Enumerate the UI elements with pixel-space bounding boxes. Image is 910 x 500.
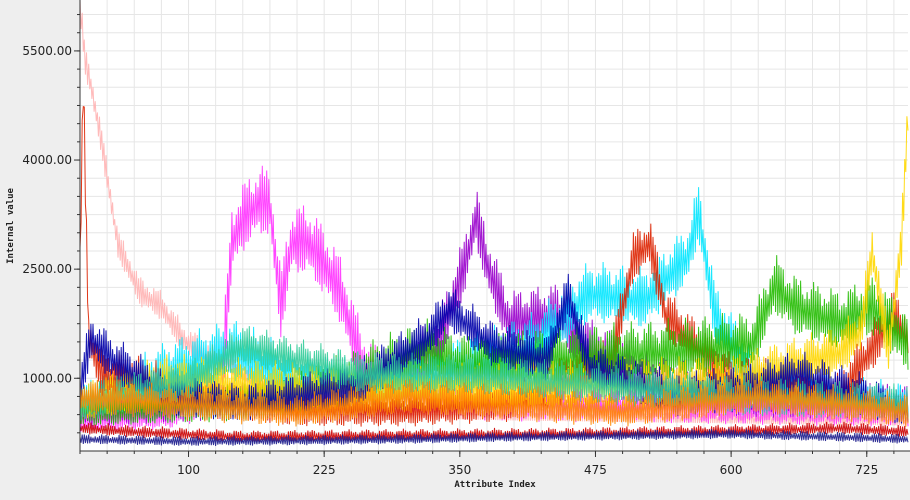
x-tick-label: 350 — [448, 463, 471, 477]
data-series-line — [79, 428, 909, 446]
x-axis-label: Attribute Index — [454, 479, 536, 490]
y-tick-label: 2500.00 — [22, 262, 72, 276]
data-series-line — [79, 379, 909, 427]
y-tick-label: 5500.00 — [22, 44, 72, 58]
y-tick-label: 1000.00 — [22, 371, 72, 385]
x-tick-label: 100 — [177, 463, 200, 477]
y-tick-label: 4000.00 — [22, 153, 72, 167]
x-tick-label: 725 — [855, 463, 878, 477]
x-ticks: 100 225 350 475 600 725 — [79, 451, 895, 477]
x-tick-label: 600 — [720, 463, 743, 477]
x-tick-label: 475 — [584, 463, 607, 477]
series-layer — [79, 0, 909, 446]
data-series-line — [79, 116, 909, 419]
x-tick-label: 225 — [313, 463, 336, 477]
y-ticks: 1000.00 2500.00 4000.00 5500.00 — [22, 14, 80, 434]
axes — [79, 0, 910, 452]
y-axis-label: Internal value — [6, 187, 16, 263]
